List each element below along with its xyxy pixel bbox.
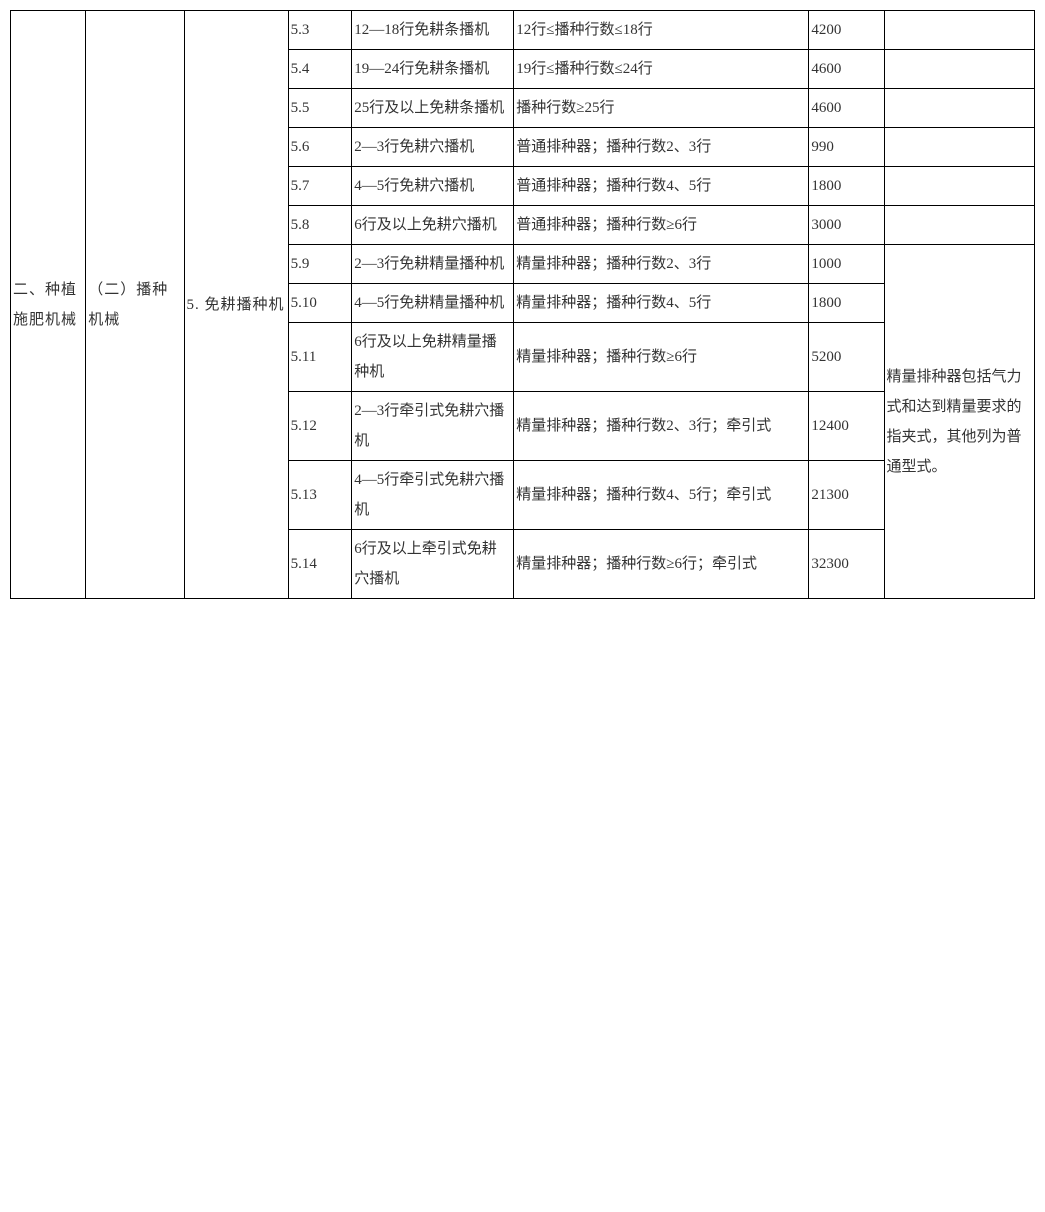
note-cell (884, 50, 1034, 89)
value-cell: 1800 (809, 284, 884, 323)
num-cell: 5.11 (288, 323, 352, 392)
spec-cell: 精量排种器；播种行数2、3行 (514, 245, 809, 284)
num-cell: 5.4 (288, 50, 352, 89)
value-cell: 4600 (809, 89, 884, 128)
value-cell: 21300 (809, 461, 884, 530)
num-cell: 5.8 (288, 206, 352, 245)
spec-cell: 播种行数≥25行 (514, 89, 809, 128)
num-cell: 5.9 (288, 245, 352, 284)
spec-cell: 12行≤播种行数≤18行 (514, 11, 809, 50)
name-cell: 6行及以上免耕精量播种机 (352, 323, 514, 392)
name-cell: 2—3行免耕精量播种机 (352, 245, 514, 284)
note-cell (884, 128, 1034, 167)
value-cell: 1800 (809, 167, 884, 206)
num-cell: 5.12 (288, 392, 352, 461)
value-cell: 1000 (809, 245, 884, 284)
category-cell: 二、种植施肥机械 (11, 11, 86, 599)
spec-cell: 精量排种器；播种行数4、5行 (514, 284, 809, 323)
value-cell: 4600 (809, 50, 884, 89)
spec-cell: 精量排种器；播种行数≥6行 (514, 323, 809, 392)
note-cell (884, 206, 1034, 245)
value-cell: 4200 (809, 11, 884, 50)
spec-cell: 精量排种器；播种行数≥6行；牵引式 (514, 530, 809, 599)
spec-cell: 普通排种器；播种行数≥6行 (514, 206, 809, 245)
num-cell: 5.13 (288, 461, 352, 530)
note-cell (884, 167, 1034, 206)
name-cell: 2—3行免耕穴播机 (352, 128, 514, 167)
name-cell: 4—5行牵引式免耕穴播机 (352, 461, 514, 530)
item-group-cell: 5. 免耕播种机 (184, 11, 288, 599)
name-cell: 4—5行免耕穴播机 (352, 167, 514, 206)
spec-cell: 精量排种器；播种行数2、3行；牵引式 (514, 392, 809, 461)
value-cell: 5200 (809, 323, 884, 392)
table-row: 二、种植施肥机械 （二）播种机械 5. 免耕播种机 5.3 12—18行免耕条播… (11, 11, 1035, 50)
name-cell: 12—18行免耕条播机 (352, 11, 514, 50)
name-cell: 6行及以上牵引式免耕穴播机 (352, 530, 514, 599)
num-cell: 5.7 (288, 167, 352, 206)
name-cell: 25行及以上免耕条播机 (352, 89, 514, 128)
value-cell: 3000 (809, 206, 884, 245)
subcategory-cell: （二）播种机械 (86, 11, 184, 599)
note-group-cell: 精量排种器包括气力式和达到精量要求的指夹式，其他列为普通型式。 (884, 245, 1034, 599)
num-cell: 5.14 (288, 530, 352, 599)
name-cell: 19—24行免耕条播机 (352, 50, 514, 89)
name-cell: 6行及以上免耕穴播机 (352, 206, 514, 245)
spec-cell: 19行≤播种行数≤24行 (514, 50, 809, 89)
spec-cell: 普通排种器；播种行数2、3行 (514, 128, 809, 167)
value-cell: 32300 (809, 530, 884, 599)
num-cell: 5.6 (288, 128, 352, 167)
name-cell: 2—3行牵引式免耕穴播机 (352, 392, 514, 461)
num-cell: 5.5 (288, 89, 352, 128)
value-cell: 12400 (809, 392, 884, 461)
name-cell: 4—5行免耕精量播种机 (352, 284, 514, 323)
spec-cell: 普通排种器；播种行数4、5行 (514, 167, 809, 206)
spec-cell: 精量排种器；播种行数4、5行；牵引式 (514, 461, 809, 530)
value-cell: 990 (809, 128, 884, 167)
num-cell: 5.10 (288, 284, 352, 323)
note-cell (884, 89, 1034, 128)
subsidy-table: 二、种植施肥机械 （二）播种机械 5. 免耕播种机 5.3 12—18行免耕条播… (10, 10, 1035, 599)
num-cell: 5.3 (288, 11, 352, 50)
note-cell (884, 11, 1034, 50)
